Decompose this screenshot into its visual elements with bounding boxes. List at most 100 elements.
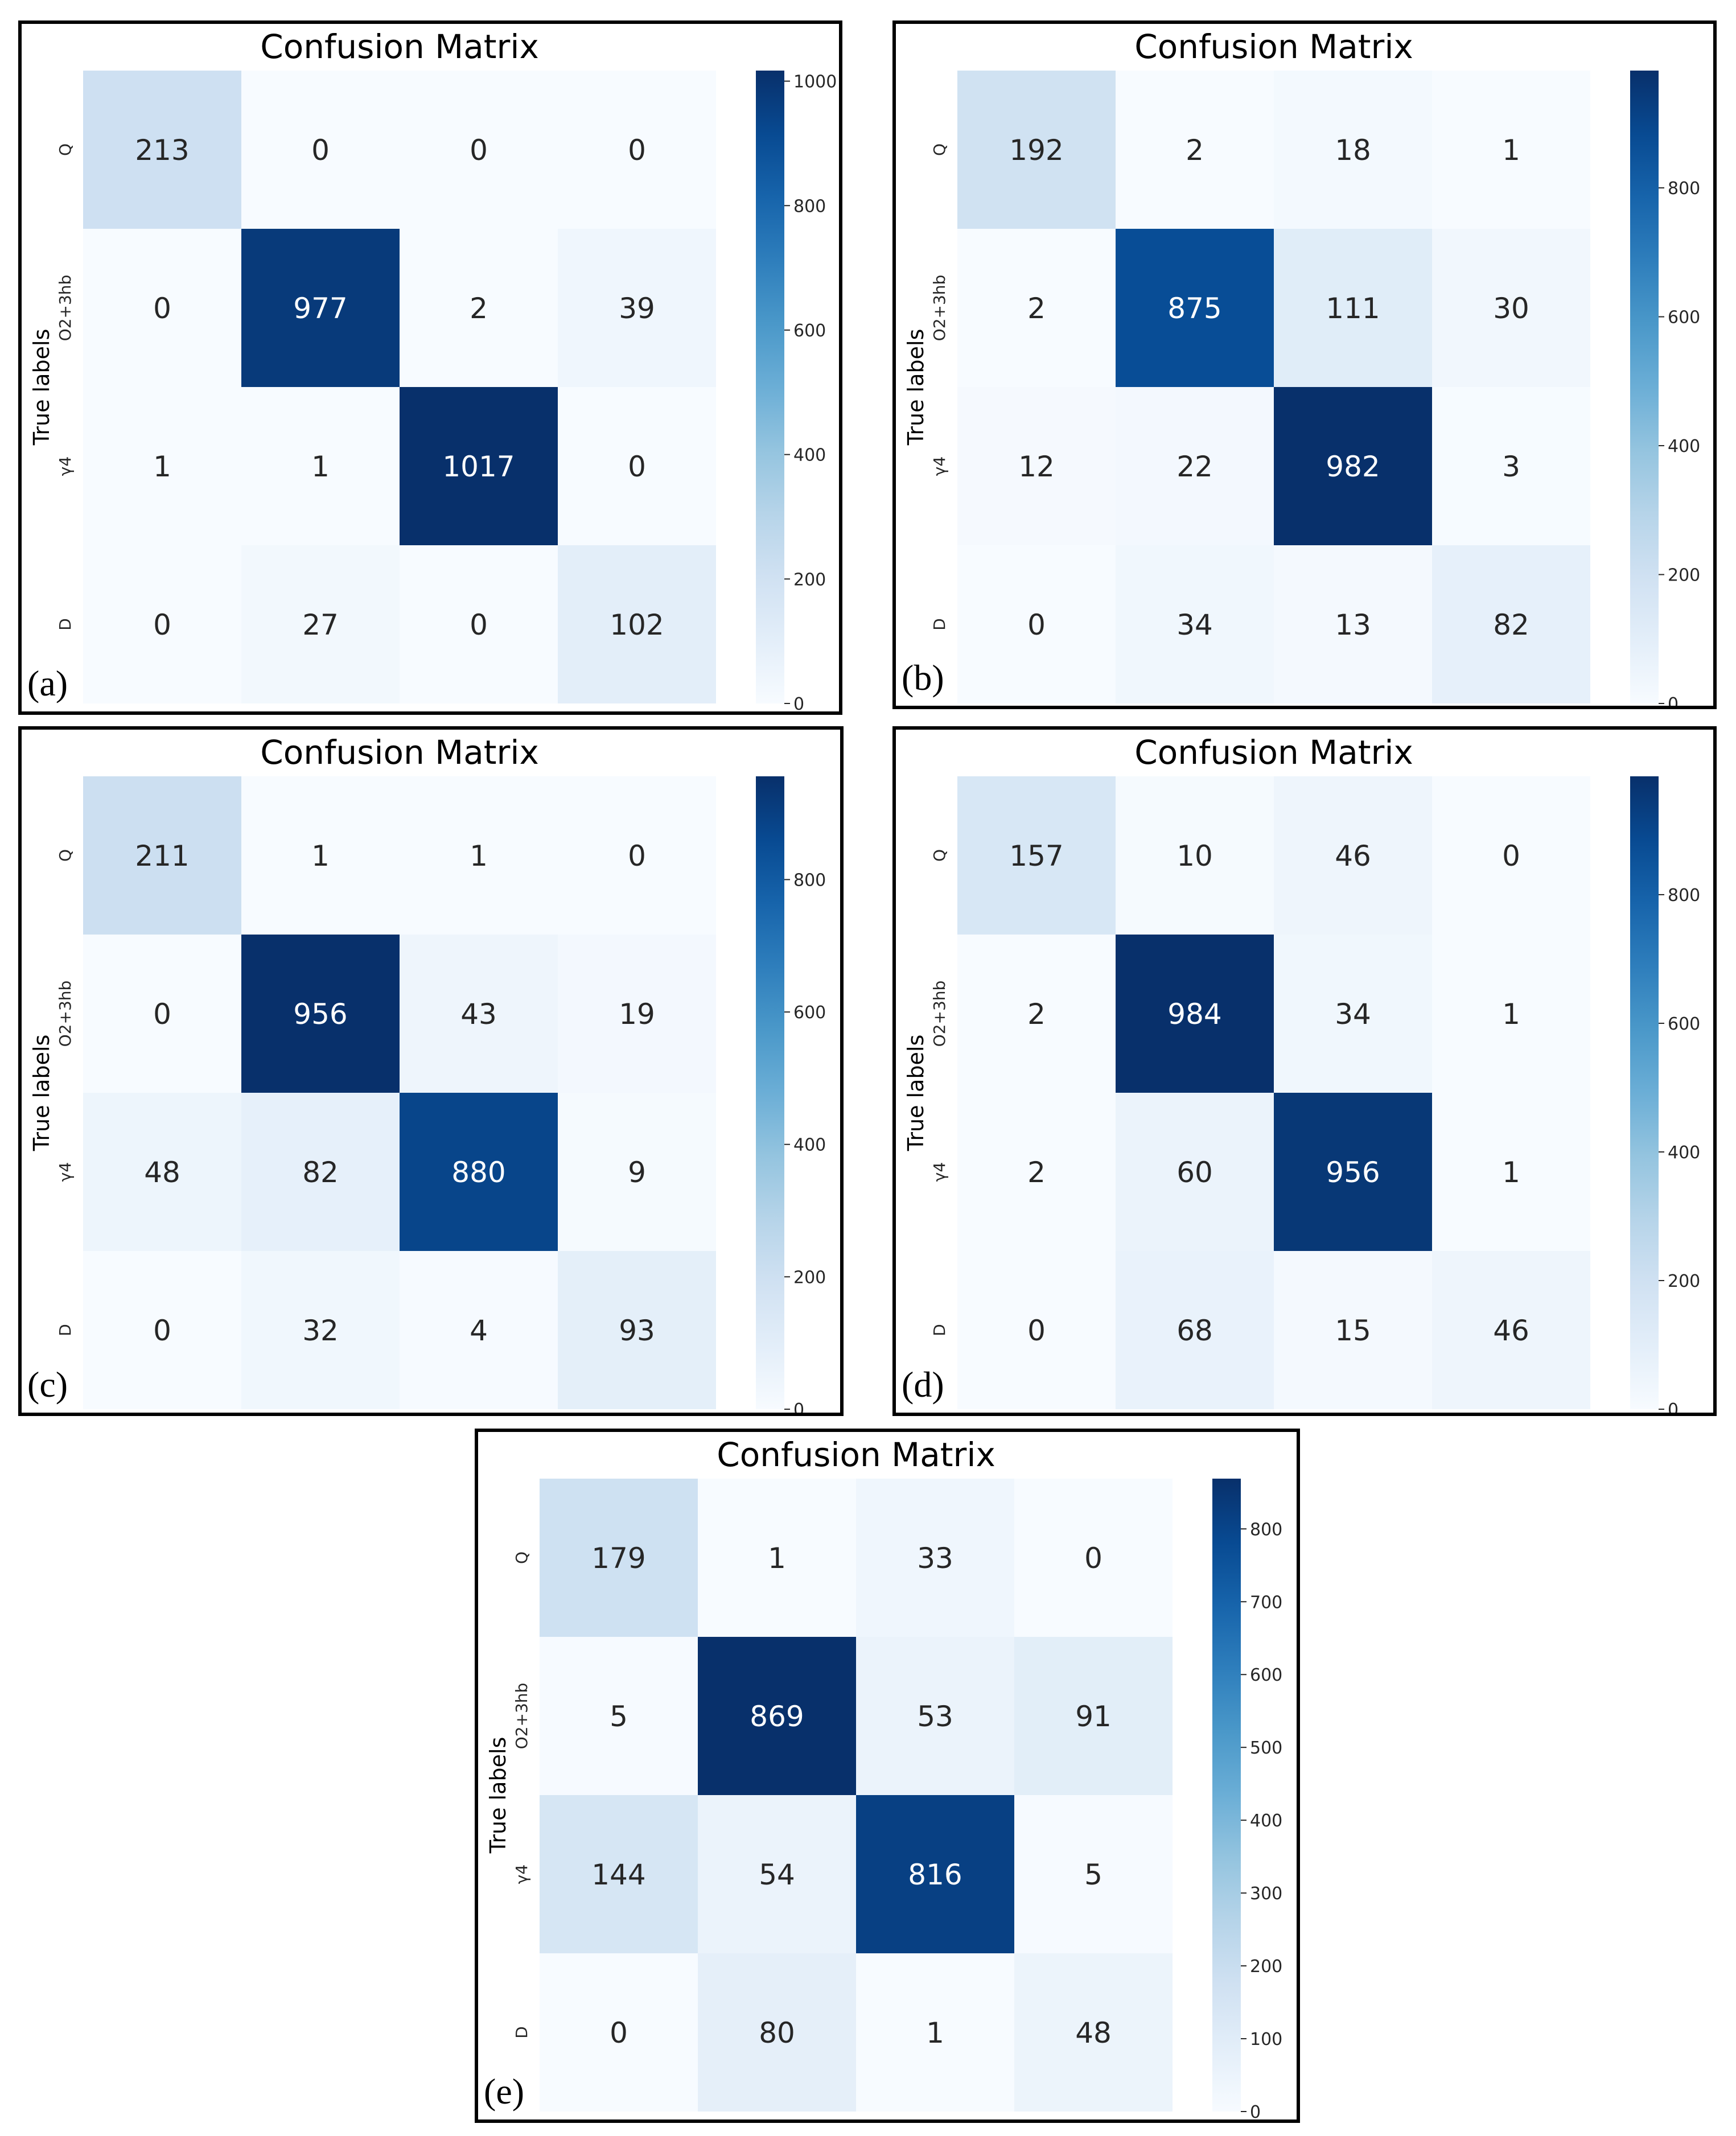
- panel-letter: (b): [902, 657, 944, 698]
- cell-value: 5: [610, 1700, 628, 1733]
- heatmap-cell: [1116, 229, 1274, 387]
- cell-value: 0: [628, 839, 646, 872]
- cell-value: 1: [1502, 998, 1520, 1031]
- cell-value: 43: [460, 998, 497, 1031]
- heatmap-cell: [1274, 71, 1432, 229]
- heatmap-cell: [400, 387, 558, 545]
- colorbar-tick-label: 200: [793, 570, 826, 590]
- colorbar-tick-label: 600: [793, 1003, 826, 1023]
- y-axis-label: True labels: [486, 1737, 511, 1854]
- cell-value: 1017: [442, 450, 515, 483]
- panel-a: Confusion Matrix 213 0 0 0 0 977 2 39 1 1 1017 0 0 27 0…: [18, 20, 842, 715]
- y-tick-label: Q: [56, 849, 75, 862]
- cell-value: 54: [759, 1858, 795, 1891]
- heatmap-cell: [83, 545, 241, 703]
- heatmap-cell: [1116, 387, 1274, 545]
- colorbar-tick-label: 800: [1668, 886, 1700, 906]
- heatmap-cell: [83, 776, 241, 935]
- heatmap-cell: [83, 71, 241, 229]
- y-tick-label: γ4: [512, 1865, 531, 1884]
- panel-c: Confusion Matrix 211 1 1 0 0 956 43 19 48 82 880 9 0 3…: [18, 726, 844, 1416]
- heatmap-cell: [957, 1251, 1116, 1409]
- heatmap-cell: [83, 935, 241, 1093]
- heatmap-cell: [241, 776, 400, 935]
- colorbar-tick-label: 0: [793, 694, 804, 711]
- colorbar: [756, 776, 784, 1409]
- cell-value: 3: [1502, 450, 1520, 483]
- heatmap-cell: [400, 935, 558, 1093]
- heatmap-cell: [957, 229, 1116, 387]
- heatmap-cell: [558, 1251, 716, 1409]
- heatmap-cell: [241, 1251, 400, 1409]
- cell-value: 34: [1176, 608, 1213, 641]
- y-tick-label: Q: [56, 143, 75, 156]
- cell-value: 0: [628, 134, 646, 167]
- colorbar: [1630, 71, 1659, 703]
- cell-value: 53: [917, 1700, 953, 1733]
- heatmap-cell: [83, 1251, 241, 1409]
- heatmap-cell: [1274, 935, 1432, 1093]
- heatmap-cell: [241, 935, 400, 1093]
- heatmap-cell: [698, 1795, 856, 1953]
- colorbar-tick-label: 600: [1668, 308, 1700, 328]
- cell-value: 0: [1027, 1314, 1046, 1347]
- cell-value: 982: [1326, 450, 1380, 483]
- heatmap-cell: [1014, 1637, 1173, 1795]
- heatmap-cell: [957, 776, 1116, 935]
- chart-title: Confusion Matrix: [717, 1435, 995, 1474]
- cell-value: 0: [153, 292, 171, 325]
- cell-value: 0: [1084, 1542, 1103, 1575]
- heatmap-cell: [540, 1479, 698, 1637]
- cell-value: 4: [470, 1314, 488, 1347]
- panel-b: Confusion Matrix 192 2 18 1 2 875 111 30 12 22 982 3…: [892, 20, 1717, 709]
- heatmap-cell: [856, 1637, 1014, 1795]
- heatmap-chart: Confusion Matrix 179 1 33 0 5 869 53 91 144 54 816 5…: [486, 1435, 1282, 2119]
- colorbar-tick-label: 600: [1668, 1014, 1700, 1034]
- cell-value: 39: [619, 292, 655, 325]
- y-tick-label: D: [56, 618, 75, 631]
- cell-value: 91: [1075, 1700, 1112, 1733]
- cell-value: 880: [451, 1156, 505, 1189]
- cell-value: 2: [1027, 1156, 1046, 1189]
- heatmap-cell: [241, 71, 400, 229]
- colorbar-tick-label: 400: [793, 1135, 826, 1155]
- cell-value: 32: [302, 1314, 339, 1347]
- heatmap-cell: [558, 776, 716, 935]
- colorbar: [1212, 1479, 1241, 2112]
- panel-d: Confusion Matrix 157 10 46 0 2 984 34 1 2 60 956 1 0 6…: [892, 726, 1717, 1416]
- cell-value: 816: [908, 1858, 962, 1891]
- heatmap-cell: [1432, 229, 1590, 387]
- heatmap-cell: [1274, 545, 1432, 703]
- heatmap-cell: [698, 1637, 856, 1795]
- colorbar-tick-label: 700: [1250, 1592, 1282, 1612]
- heatmap-cell: [957, 545, 1116, 703]
- heatmap-cell: [1014, 1953, 1173, 2112]
- colorbar-tick-label: 400: [1668, 1143, 1700, 1163]
- heatmap-cell: [1432, 1251, 1590, 1409]
- heatmap-cell: [856, 1953, 1014, 2112]
- cell-value: 46: [1493, 1314, 1529, 1347]
- heatmap-cell: [400, 71, 558, 229]
- heatmap-cell: [400, 1093, 558, 1251]
- colorbar-tick-label: 600: [793, 321, 826, 341]
- cell-value: 46: [1335, 839, 1371, 872]
- cell-value: 192: [1009, 134, 1063, 167]
- cell-value: 19: [619, 998, 655, 1031]
- heatmap-cell: [540, 1953, 698, 2112]
- y-tick-label: D: [930, 1324, 949, 1336]
- heatmap-cell: [400, 776, 558, 935]
- cell-value: 102: [610, 608, 664, 641]
- heatmap-cell: [1432, 545, 1590, 703]
- colorbar-tick-label: 600: [1250, 1665, 1282, 1685]
- heatmap-cell: [83, 229, 241, 387]
- heatmap-cell: [400, 1251, 558, 1409]
- heatmap-cell: [957, 935, 1116, 1093]
- cell-value: 0: [153, 608, 171, 641]
- heatmap-cell: [957, 387, 1116, 545]
- cell-value: 111: [1326, 292, 1380, 325]
- y-tick-label: Q: [930, 849, 949, 862]
- cell-value: 68: [1176, 1314, 1213, 1347]
- cell-value: 0: [1027, 608, 1046, 641]
- cell-value: 984: [1167, 998, 1221, 1031]
- heatmap-cell: [1116, 545, 1274, 703]
